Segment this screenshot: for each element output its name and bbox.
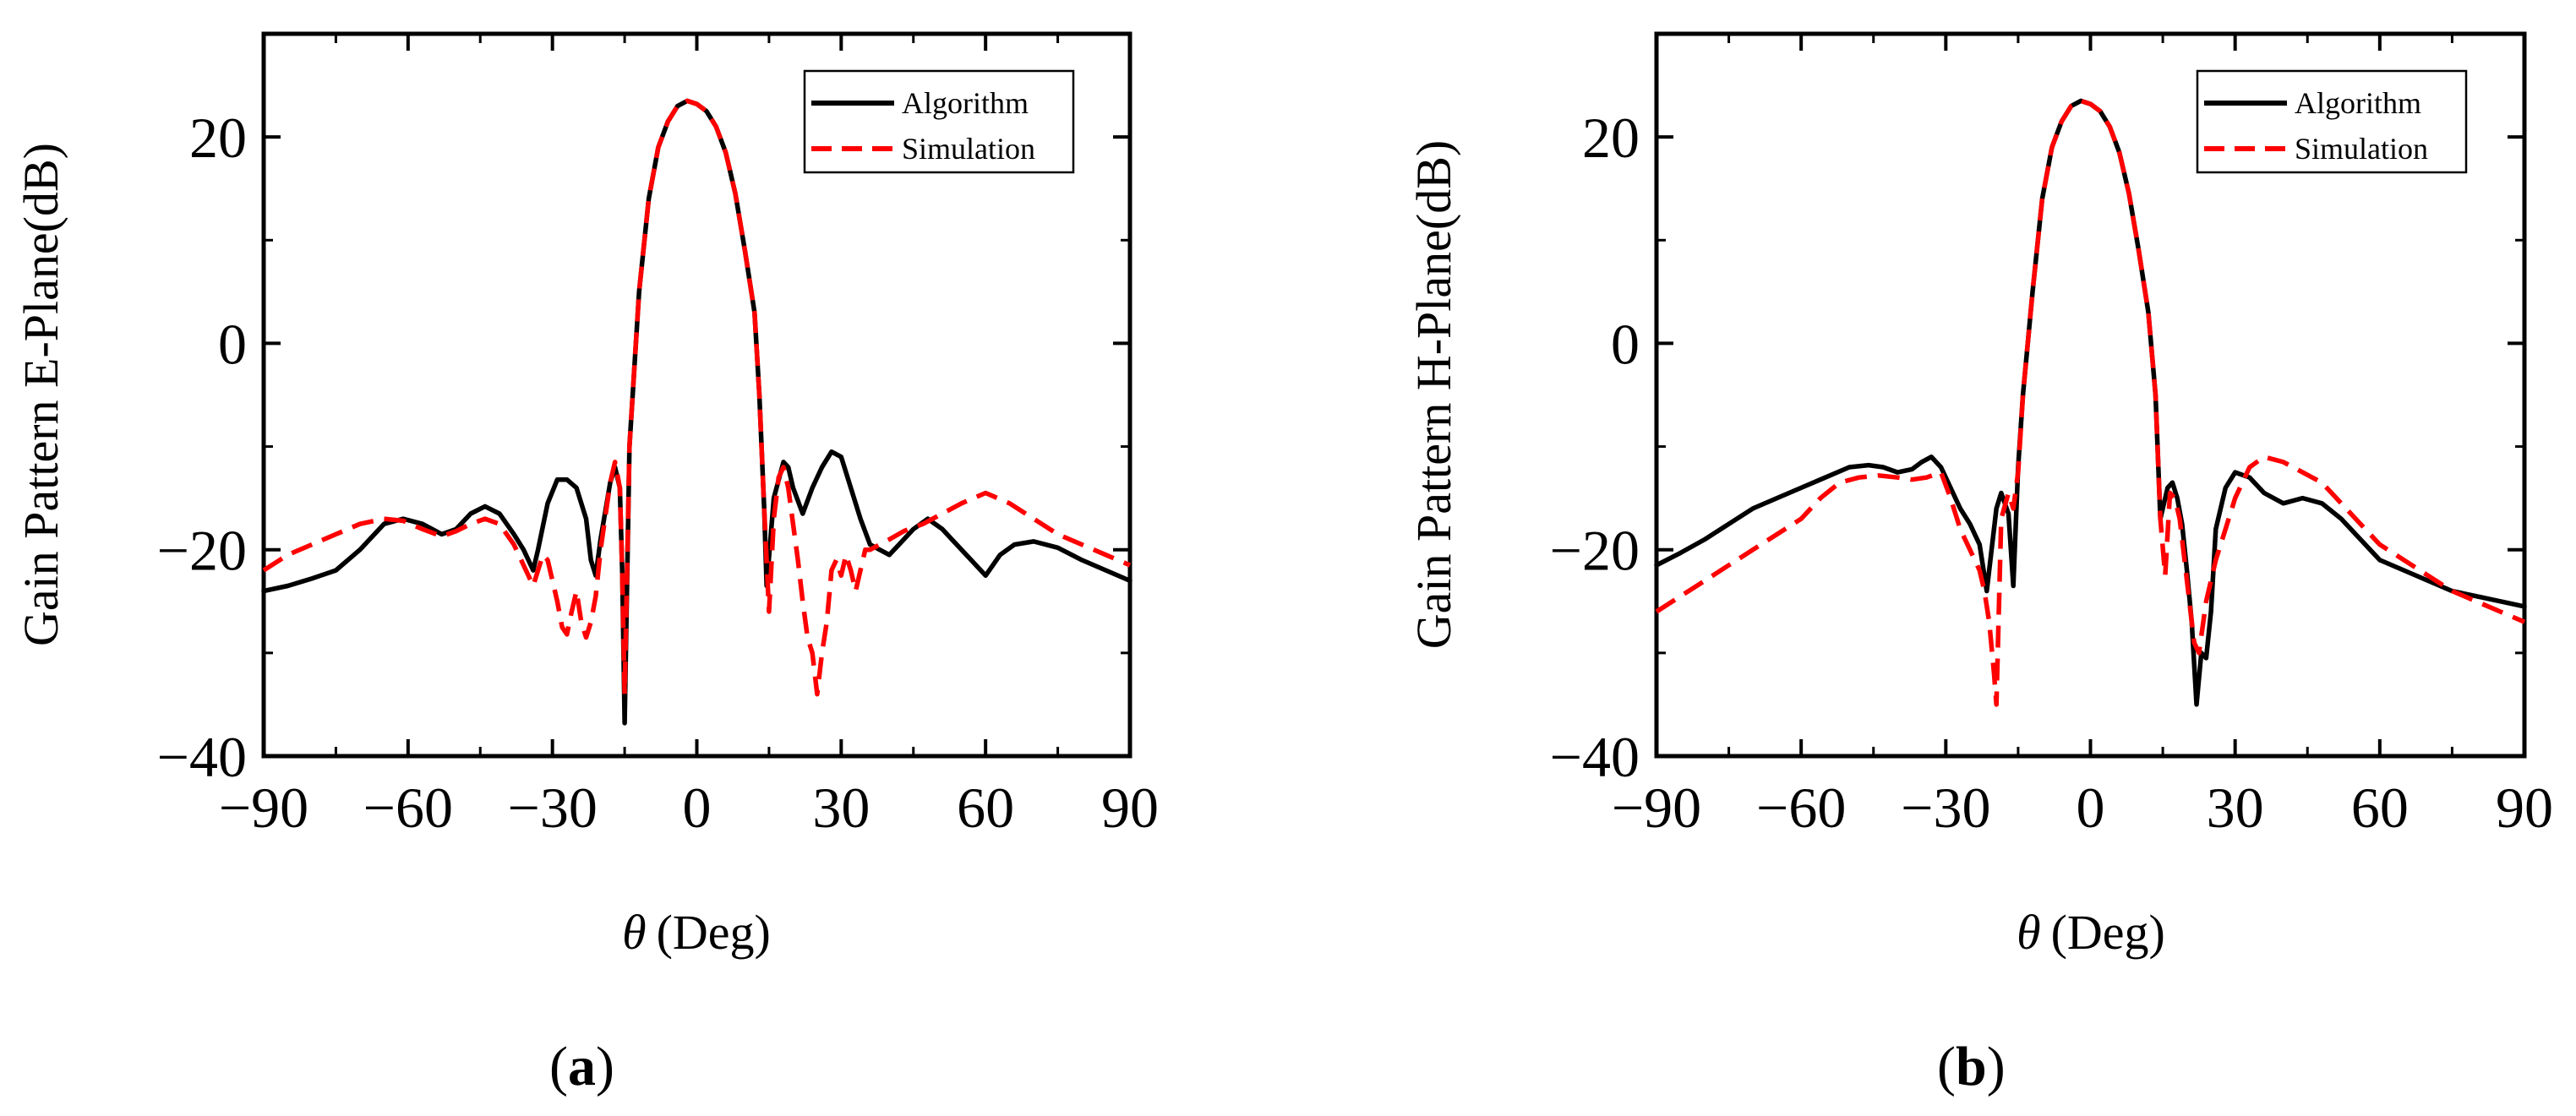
panel-letter: b (1955, 1036, 1987, 1097)
legend-simulation-label: Simulation (902, 132, 1035, 166)
x-tick-label: −60 (1756, 776, 1846, 840)
x-axis-symbol: θ (622, 905, 647, 960)
paren-close: ) (595, 1036, 614, 1097)
x-tick-label: 0 (683, 776, 712, 840)
series-line-simulation (1655, 98, 2526, 707)
chart-e-plane: −90 −60 −30 0 30 60 90 −40 −20 0 20 Gain Pattern E… (14, 31, 1159, 960)
ticks: −90 −60 −30 0 30 60 90 −40 −20 0 20 (1550, 32, 2553, 840)
y-tick-label: −20 (157, 519, 247, 583)
x-tick-label: 0 (2077, 776, 2105, 840)
y-tick-label: 0 (1611, 312, 1640, 376)
series-layer (261, 98, 1132, 726)
paren-close: ) (1986, 1036, 2006, 1097)
legend: Algorithm Simulation (803, 69, 1075, 174)
legend-algorithm-label: Algorithm (2295, 86, 2421, 120)
y-tick-label: 0 (218, 312, 247, 376)
panel-label-b: (b) (1937, 1035, 2006, 1099)
x-axis-title: θ (Deg) (622, 905, 771, 960)
panel-letter: a (567, 1036, 596, 1097)
legend-simulation-label: Simulation (2295, 132, 2428, 166)
chart-h-plane: −90 −60 −30 0 30 60 90 −40 −20 0 20 Gain Pattern H… (1406, 31, 2553, 960)
x-axis-title: θ (Deg) (2017, 905, 2165, 960)
legend: Algorithm Simulation (2196, 69, 2468, 174)
legend-box (803, 69, 1075, 174)
series-line-algorithm (261, 98, 1132, 726)
y-tick-label: −40 (1550, 725, 1640, 789)
x-axis-unit: (Deg) (657, 905, 771, 960)
x-tick-label: 30 (812, 776, 870, 840)
x-axis-symbol: θ (2017, 905, 2041, 960)
x-tick-label: 60 (957, 776, 1014, 840)
panel-label-a: (a) (549, 1035, 614, 1099)
legend-box (2196, 69, 2468, 174)
x-tick-label: −60 (363, 776, 453, 840)
y-axis-title: Gain Pattern H-Plane(dB) (1406, 140, 1461, 649)
y-axis-title: Gain Pattern E-Plane(dB) (14, 143, 68, 646)
x-tick-label: −90 (219, 776, 308, 840)
series-line-algorithm (1654, 98, 2527, 707)
ticks: −90 −60 −30 0 30 60 90 −40 −20 0 20 (157, 32, 1159, 840)
y-tick-label: −20 (1550, 519, 1640, 583)
y-tick-label: 20 (1582, 106, 1640, 170)
legend-algorithm-label: Algorithm (902, 86, 1029, 120)
x-tick-label: −30 (507, 776, 597, 840)
x-axis-unit: (Deg) (2051, 905, 2165, 960)
paren-open: ( (1937, 1036, 1956, 1097)
x-tick-label: 90 (1101, 776, 1159, 840)
series-line-simulation (262, 98, 1132, 697)
y-tick-label: 20 (189, 106, 247, 170)
paren-open: ( (549, 1036, 568, 1097)
x-tick-label: −90 (1612, 776, 1701, 840)
x-tick-label: −30 (1901, 776, 1990, 840)
x-tick-label: 60 (2351, 776, 2409, 840)
series-layer (1654, 98, 2527, 707)
y-tick-label: −40 (157, 725, 247, 789)
x-tick-label: 90 (2496, 776, 2553, 840)
x-tick-label: 30 (2207, 776, 2264, 840)
